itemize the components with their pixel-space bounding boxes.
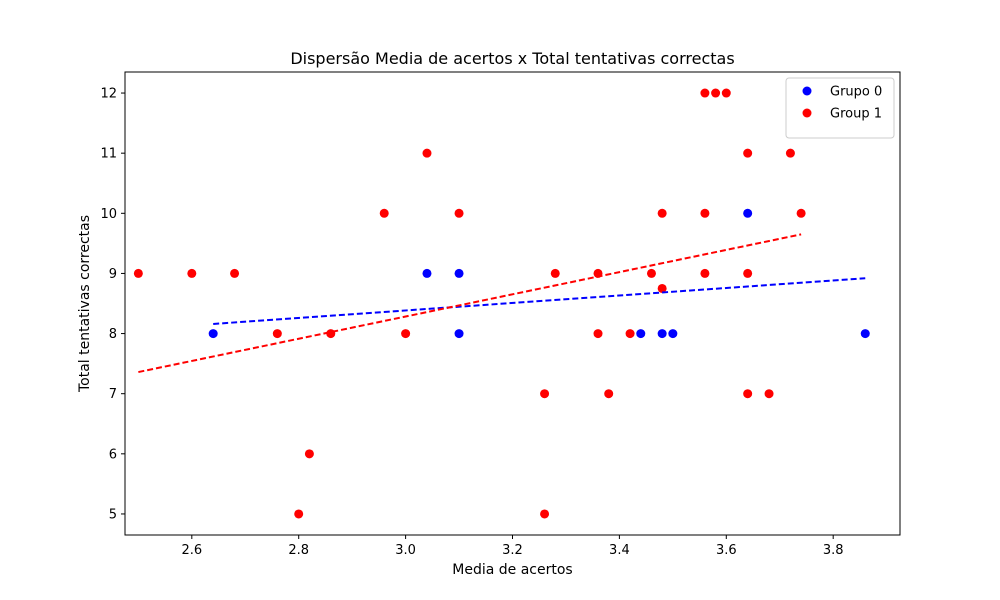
y-tick-label: 10 <box>100 207 117 222</box>
x-axis-label: Media de acertos <box>452 562 572 578</box>
x-tick-label: 3.8 <box>823 543 844 558</box>
scatter-point <box>711 88 721 98</box>
legend: Grupo 0 Group 1 <box>785 77 895 139</box>
scatter-point <box>540 509 550 519</box>
scatter-point <box>422 268 432 278</box>
scatter-point <box>743 208 753 218</box>
x-tick-label: 3.0 <box>395 543 416 558</box>
x-tick-label: 2.6 <box>181 543 202 558</box>
scatter-point <box>133 268 143 278</box>
x-tick-label: 2.8 <box>288 543 309 558</box>
chart-title: Dispersão Media de acertos x Total tenta… <box>290 49 734 68</box>
scatter-point <box>593 329 603 339</box>
scatter-point <box>860 329 870 339</box>
series-1 <box>133 88 806 519</box>
x-tick-label: 3.2 <box>502 543 523 558</box>
y-tick-label: 12 <box>100 87 117 102</box>
scatter-point <box>743 389 753 399</box>
scatter-point <box>668 329 678 339</box>
x-axis: 2.6 2.8 3.0 3.2 3.4 3.6 3.8 <box>181 535 844 558</box>
scatter-point <box>743 148 753 158</box>
y-tick-label: 8 <box>109 327 117 342</box>
x-tick-label: 3.6 <box>716 543 737 558</box>
legend-label: Grupo 0 <box>830 85 882 100</box>
series-0 <box>208 208 870 339</box>
scatter-point <box>454 208 464 218</box>
scatter-point <box>657 208 667 218</box>
legend-box <box>785 77 895 139</box>
scatter-point <box>550 268 560 278</box>
trendline-1 <box>138 233 802 374</box>
y-tick-label: 11 <box>100 147 117 162</box>
scatter-point <box>294 509 304 519</box>
scatter-point <box>721 88 731 98</box>
y-axis: 5 6 7 8 9 10 11 12 <box>100 87 125 522</box>
scatter-point <box>625 329 635 339</box>
scatter-point <box>657 283 667 293</box>
scatter-point <box>401 329 411 339</box>
scatter-point <box>454 329 464 339</box>
y-tick-label: 9 <box>109 267 117 282</box>
scatter-point <box>208 329 218 339</box>
scatter-point <box>604 389 614 399</box>
y-tick-label: 7 <box>109 387 117 402</box>
scatter-point <box>764 389 774 399</box>
scatter-point <box>796 208 806 218</box>
scatter-point <box>785 148 795 158</box>
scatter-point <box>304 449 314 459</box>
x-tick-label: 3.4 <box>609 543 630 558</box>
scatter-point <box>187 268 197 278</box>
legend-marker <box>802 108 812 118</box>
scatter-point <box>646 268 656 278</box>
plot-area <box>133 88 870 519</box>
scatter-point <box>272 329 282 339</box>
legend-label: Group 1 <box>830 107 882 122</box>
y-tick-label: 6 <box>109 447 117 462</box>
scatter-point <box>700 268 710 278</box>
y-tick-label: 5 <box>109 507 117 522</box>
scatter-point <box>700 208 710 218</box>
scatter-point <box>743 268 753 278</box>
scatter-point <box>540 389 550 399</box>
scatter-point <box>657 329 667 339</box>
scatter-point <box>379 208 389 218</box>
trendline-0 <box>213 277 866 325</box>
scatter-point <box>454 268 464 278</box>
scatter-point <box>422 148 432 158</box>
legend-marker <box>802 86 812 96</box>
scatter-point <box>636 329 646 339</box>
scatter-point <box>230 268 240 278</box>
y-axis-label: Total tentativas correctas <box>77 215 93 393</box>
scatter-point <box>700 88 710 98</box>
